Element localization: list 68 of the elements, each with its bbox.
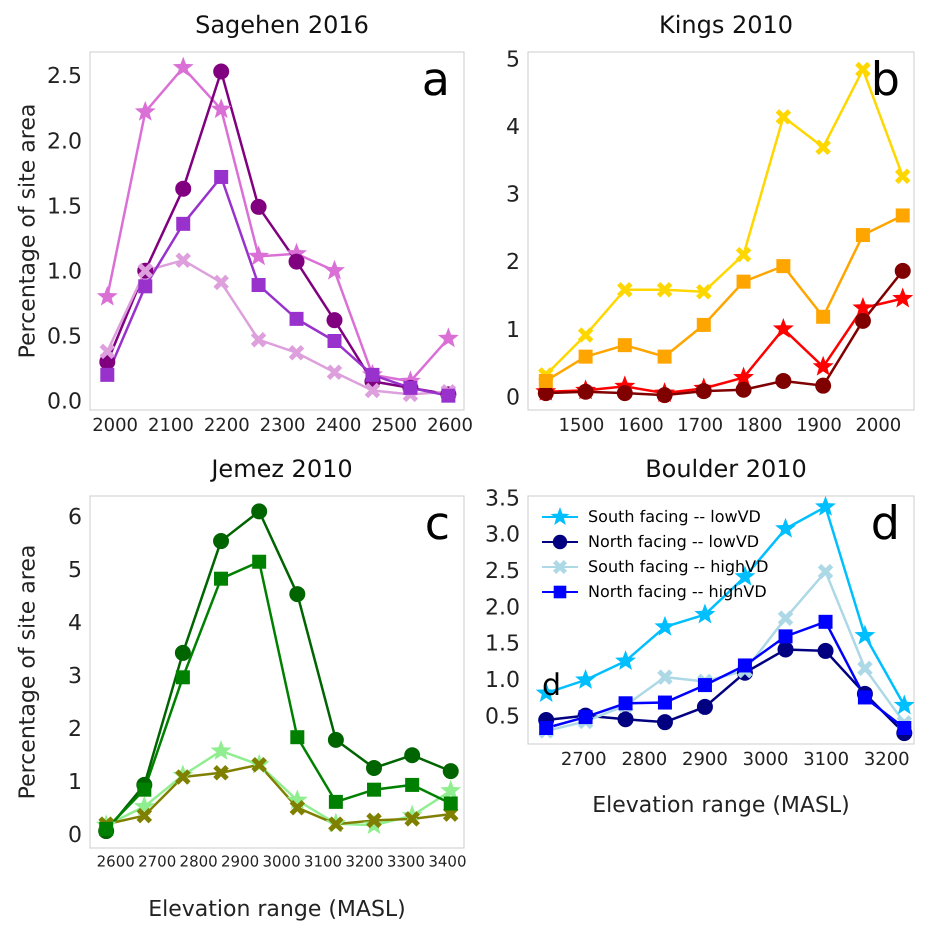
x-tick-label: 2000 [92,414,138,436]
x-tick-label: 1500 [558,414,604,436]
y-tick-label: 5 [506,48,520,73]
x-tick-label: 3000 [742,748,788,770]
annotation: b [870,52,900,106]
x-tick-label: 2500 [371,414,418,436]
chart-title: Jemez 2010 [209,454,354,485]
y-tick-label: 3.5 [485,486,520,512]
y-tick-label: 5 [68,558,82,583]
x-tick-label: 3300 [386,852,426,871]
y-axis-title: Percentage of site area [16,544,40,800]
y-tick-label: 1.5 [47,194,82,220]
x-tick-label: 1900 [796,414,842,436]
x-tick-label: 3100 [803,748,850,770]
x-tick-label: 2400 [315,414,362,436]
y-tick-label: 2.5 [485,558,520,584]
chart-title: Boulder 2010 [644,454,808,485]
y-tick-label: 0.5 [47,324,82,350]
y-tick-label: 2.0 [47,129,82,154]
y-tick-label: 4 [68,610,82,636]
x-tick-label: 2800 [180,852,218,871]
x-axis-title: Elevation range (MASL) [592,793,850,818]
legend-label: South facing -- lowVD [588,507,761,526]
x-tick-label: 3000 [262,852,301,871]
x-tick-label: 2000 [855,414,902,436]
y-tick-label: 0 [68,823,82,848]
x-tick-label: 1800 [736,414,783,436]
y-tick-label: 4 [506,115,520,140]
x-tick-label: 2300 [260,414,306,436]
x-tick-label: 3400 [428,852,467,871]
x-tick-label: 3200 [345,852,384,871]
x-tick-label: 3100 [304,852,342,871]
y-tick-label: 3.0 [485,522,520,548]
x-tick-label: 2600 [96,852,135,871]
annotation: c [424,496,450,550]
x-tick-label: 3200 [864,748,910,770]
y-tick-label: 0.5 [485,704,520,730]
x-tick-label: 2800 [621,748,668,770]
y-tick-label: 1 [506,318,520,343]
x-tick-label: 2700 [138,852,176,871]
y-tick-label: 2.5 [47,64,82,90]
legend-label: North facing -- lowVD [588,532,760,551]
x-tick-label: 1700 [677,414,724,436]
y-tick-label: 2 [506,250,520,276]
x-tick-label: 2200 [204,414,250,436]
chart-title: Sagehen 2016 [194,10,370,41]
x-tick-label: 2900 [682,748,728,770]
y-tick-label: 3 [506,182,520,208]
y-tick-label: 6 [68,504,82,530]
x-tick-label: 1600 [618,414,664,436]
chart-title: Kings 2010 [658,10,794,41]
y-tick-label: 2 [68,717,82,742]
y-axis-title: Percentage of site area [16,104,40,358]
y-tick-label: 1.0 [47,260,82,285]
x-tick-label: 2700 [560,748,607,770]
annotation: d [870,496,900,550]
x-tick-label: 2600 [427,414,473,436]
y-tick-label: 2.0 [485,595,520,620]
x-tick-label: 2900 [221,852,260,871]
annotation: a [422,52,450,106]
x-axis-title: Elevation range (MASL) [148,897,406,922]
y-tick-label: 0.0 [47,390,82,415]
y-tick-label: 1.0 [485,668,520,694]
y-tick-label: 0 [506,385,520,410]
y-tick-label: 1 [68,770,82,796]
y-tick-label: 3 [68,664,82,689]
x-tick-label: 2100 [148,414,194,436]
y-tick-label: 1.5 [485,632,520,657]
